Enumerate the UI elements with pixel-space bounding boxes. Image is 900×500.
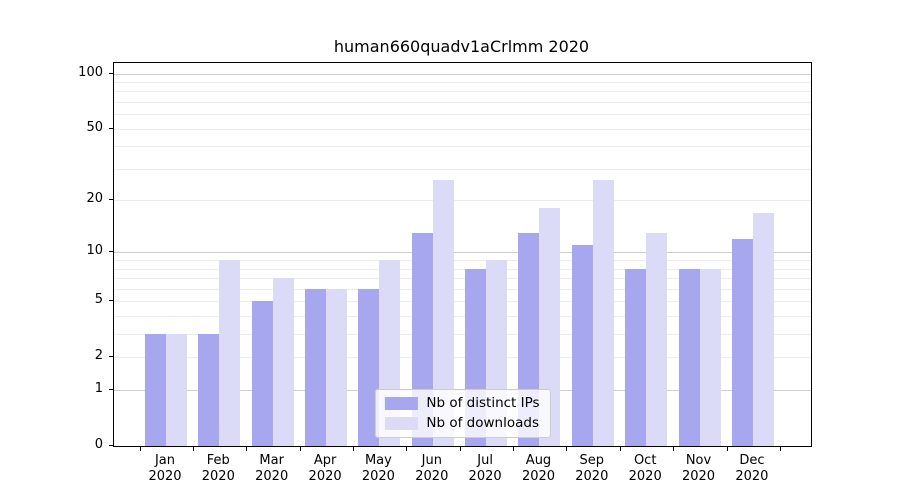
y-axis-label-5: 5 [94, 292, 103, 308]
x-axis-label-mar: Mar 2020 [255, 453, 289, 484]
downloads-swatch-icon [384, 417, 418, 430]
x-axis-label-apr: Apr 2020 [308, 453, 342, 484]
x-axis-label-jun: Jun 2020 [415, 453, 449, 484]
legend-item-downloads: Nb of downloads [384, 416, 539, 431]
bar-ips-jan [145, 334, 166, 446]
x-axis-tick-5 [406, 447, 408, 451]
x-axis-tick-3 [299, 447, 301, 451]
bar-downloads-mar [272, 278, 294, 446]
x-axis-tick-6 [459, 447, 461, 451]
gridline-30 [114, 168, 811, 170]
gridline-6 [114, 288, 811, 290]
x-axis-label-nov: Nov 2020 [681, 453, 716, 484]
legend-label-downloads: Nb of downloads [426, 415, 539, 431]
bar-ips-dec [731, 239, 753, 446]
y-axis-tick-10 [109, 251, 113, 253]
gridline-20 [114, 200, 811, 202]
y-axis-label-50: 50 [86, 119, 103, 135]
x-axis-label-sep: Sep 2020 [575, 453, 609, 484]
gridline-4 [114, 316, 811, 318]
x-axis-tick-0 [139, 447, 141, 451]
y-axis-tick-2 [109, 356, 113, 358]
gridline-10 [114, 252, 811, 254]
legend: Nb of distinct IPs Nb of downloads [374, 389, 551, 438]
y-axis-tick-20 [109, 199, 113, 201]
gridline-60 [114, 114, 811, 116]
bar-ips-oct [625, 268, 647, 446]
bar-ips-nov [678, 268, 700, 446]
gridline-70 [114, 101, 811, 103]
x-axis-tick-4 [353, 447, 354, 451]
y-axis-label-0: 0 [94, 437, 103, 452]
y-axis-label-100: 100 [78, 64, 103, 80]
y-axis-label-20: 20 [86, 191, 103, 207]
legend-item-distinct-ips: Nb of distinct IPs [384, 395, 540, 411]
gridline-100 [114, 73, 811, 75]
gridline-80 [114, 91, 811, 93]
y-axis-label-2: 2 [94, 348, 103, 364]
chart-title: human660quadv1aCrlmm 2020 [333, 37, 590, 56]
x-axis-tick-1 [192, 447, 194, 451]
bar-downloads-dec [752, 212, 774, 446]
bar-downloads-feb [219, 260, 241, 446]
x-axis-tick-11 [726, 447, 728, 451]
x-axis-label-dec: Dec 2020 [735, 453, 769, 484]
y-axis-label-1: 1 [94, 381, 103, 397]
bar-downloads-jan [166, 334, 187, 446]
gridline-2 [114, 357, 811, 359]
bar-ips-feb [198, 334, 220, 446]
x-axis-tick-10 [673, 447, 675, 451]
x-axis-tick-9 [619, 447, 621, 451]
x-axis-label-may: May 2020 [361, 453, 395, 484]
x-axis-tick-2 [246, 447, 248, 451]
bar-ips-may [358, 288, 380, 446]
gridline-3 [114, 334, 811, 336]
gridline-50 [114, 128, 811, 130]
legend-label-ips: Nb of distinct IPs [426, 395, 540, 411]
bar-ips-mar [251, 301, 273, 446]
plot-area: Nb of distinct IPs Nb of downloads [113, 62, 812, 447]
bar-downloads-sep [592, 180, 614, 446]
x-axis-tick-8 [566, 447, 568, 451]
bar-downloads-apr [326, 288, 348, 446]
bar-downloads-aug [539, 208, 561, 446]
bar-ips-apr [305, 288, 327, 446]
x-axis-label-aug: Aug 2020 [521, 453, 556, 484]
x-axis-label-feb: Feb 2020 [201, 453, 235, 484]
y-axis-tick-1 [109, 389, 113, 391]
gridline-7 [114, 278, 811, 280]
bar-ips-sep [571, 245, 593, 446]
gridline-8 [114, 268, 811, 270]
gridline-40 [114, 146, 811, 148]
gridline-9 [114, 260, 811, 262]
bar-downloads-nov [699, 268, 721, 446]
y-axis-label-10: 10 [86, 243, 103, 259]
gridline-90 [114, 81, 811, 83]
y-axis-tick-0 [109, 445, 113, 446]
bar-downloads-jun [432, 180, 454, 446]
x-axis-label-oct: Oct 2020 [628, 453, 662, 484]
ips-swatch-icon [384, 397, 418, 410]
gridline-5 [114, 301, 811, 303]
y-axis-tick-50 [109, 127, 113, 129]
y-axis-tick-100 [109, 72, 113, 74]
x-axis-label-jul: Jul 2020 [468, 453, 502, 484]
y-axis-tick-5 [109, 300, 113, 302]
x-axis-tick-7 [513, 447, 514, 451]
x-axis-tick-12 [779, 447, 781, 451]
bar-downloads-oct [646, 233, 668, 446]
x-axis-label-jan: Jan 2020 [148, 453, 182, 484]
